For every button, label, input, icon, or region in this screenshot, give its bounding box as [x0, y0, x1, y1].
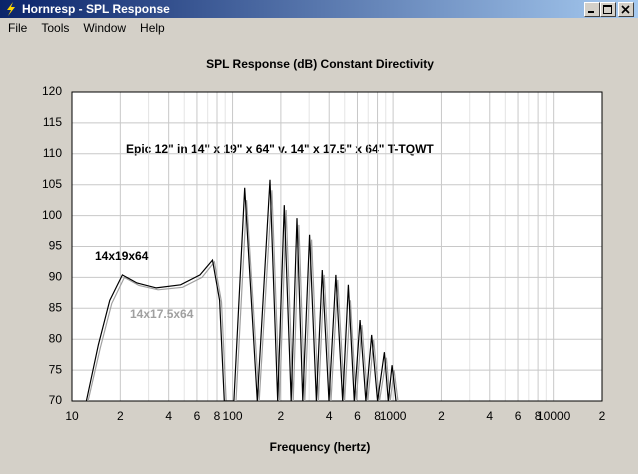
y-tick-label: 105: [42, 177, 62, 191]
y-tick-label: 70: [49, 393, 63, 407]
menu-item[interactable]: File: [8, 21, 28, 35]
y-tick-label: 120: [42, 84, 62, 98]
series-label: 14x19x64: [95, 249, 149, 263]
series-line: [87, 190, 399, 401]
x-tick-label: 100: [223, 409, 243, 423]
title-bar: Hornresp - SPL Response: [0, 0, 638, 18]
x-axis-label: Frequency (hertz): [270, 440, 371, 454]
close-button[interactable]: [618, 2, 634, 17]
x-tick-label: 2: [278, 409, 285, 423]
y-tick-label: 115: [43, 115, 62, 129]
window-title: Hornresp - SPL Response: [22, 2, 170, 16]
app-icon: [7, 2, 15, 16]
y-tick-label: 90: [49, 270, 63, 284]
y-tick-label: 80: [49, 331, 63, 345]
chart: SPL Response (dB) Constant Directivity F…: [42, 57, 606, 454]
x-tick-label: 8: [535, 409, 542, 423]
x-tick-label: 4: [326, 409, 333, 423]
plot-border: [71, 91, 603, 402]
x-tick-label: 8: [214, 409, 221, 423]
chart-title: SPL Response (dB) Constant Directivity: [206, 57, 434, 71]
x-tick-label: 4: [486, 409, 493, 423]
x-tick-label: 2: [438, 409, 445, 423]
maximize-button[interactable]: [600, 2, 616, 17]
menu-item[interactable]: Window: [83, 21, 127, 35]
y-tick-label: 100: [42, 208, 62, 222]
x-tick-label: 6: [194, 409, 201, 423]
minimize-button[interactable]: [584, 2, 600, 17]
x-tick-label: 6: [354, 409, 361, 423]
menu-bar: File Tools Window Help: [0, 19, 171, 37]
y-tick-label: 85: [49, 300, 63, 314]
menu-item[interactable]: Help: [140, 21, 165, 35]
x-tick-label: 10000: [537, 409, 571, 423]
x-tick-label: 1000: [380, 409, 407, 423]
series-label: 14x17.5x64: [130, 307, 194, 321]
x-tick-label: 6: [515, 409, 522, 423]
x-tick-label: 2: [117, 409, 124, 423]
x-tick-label: 4: [165, 409, 172, 423]
menu-item[interactable]: Tools: [41, 21, 70, 35]
y-tick-label: 75: [49, 362, 63, 376]
x-tick-label: 8: [374, 409, 381, 423]
y-tick-label: 110: [43, 146, 62, 160]
y-tick-label: 95: [49, 239, 63, 253]
x-tick-label: 2: [599, 409, 606, 423]
series-line: [85, 179, 397, 401]
x-tick-label: 10: [65, 409, 79, 423]
